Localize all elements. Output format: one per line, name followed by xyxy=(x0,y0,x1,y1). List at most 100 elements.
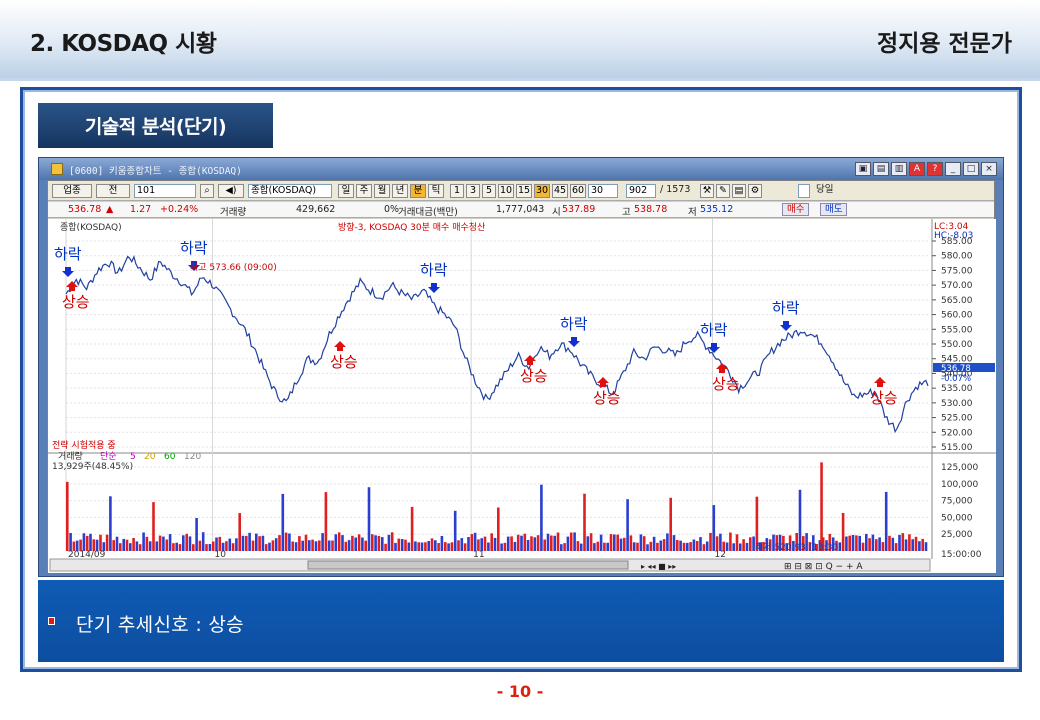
volume-bar xyxy=(434,540,437,551)
time-tick-label: 15:00:00 xyxy=(941,550,982,560)
change-value: 1.27 xyxy=(130,204,152,215)
period-year[interactable]: 년 xyxy=(392,184,408,198)
chart-panel: 업종 전 101 ⌕ ◀) 종합(KOSDAQ) 일 주 월 년 분 틱 1 3… xyxy=(47,180,996,573)
volume-bar xyxy=(264,544,268,551)
series-label: 종합(KOSDAQ) xyxy=(60,222,122,233)
period-tick[interactable]: 틱 xyxy=(428,184,444,198)
print-icon[interactable]: ▥ xyxy=(891,162,907,176)
period-month[interactable]: 월 xyxy=(374,184,390,198)
volume-bar xyxy=(828,533,832,551)
annotation-label-up: 상승 xyxy=(593,389,621,407)
volume-bar xyxy=(719,533,722,551)
slide-header: 2. KOSDAQ 시황 정지용 전문가 xyxy=(0,0,1040,81)
interval-30[interactable]: 30 xyxy=(534,184,550,198)
annotation-label-down: 하락 xyxy=(560,315,588,333)
interval-10[interactable]: 10 xyxy=(498,184,514,198)
up-arrow-icon: ▲ xyxy=(106,204,114,215)
price-line xyxy=(65,255,929,434)
interval-select[interactable]: 30 xyxy=(588,184,618,198)
price-chart[interactable]: 585.00 580.00 575.00 570.00 565.00 560.00 555.… xyxy=(48,219,996,573)
volume-bar xyxy=(430,538,434,551)
volume-bar xyxy=(215,537,218,551)
volume-bar xyxy=(162,536,165,551)
indicator-label: 방향-3, KOSDAQ 30분 매수 매수청산 xyxy=(338,221,485,233)
interval-45[interactable]: 45 xyxy=(552,184,568,198)
volume-bar xyxy=(182,535,185,551)
volume-bar xyxy=(79,539,82,551)
volume-bar xyxy=(709,532,712,551)
time-tick-label: 10 xyxy=(215,550,227,560)
annotation-label-up: 상승 xyxy=(712,375,740,393)
price-tick-label: 530.00 xyxy=(941,399,973,409)
speaker-icon[interactable]: ◀) xyxy=(218,184,244,198)
help-icon[interactable]: ? xyxy=(927,162,943,176)
buy-button[interactable]: 매수 xyxy=(782,203,810,216)
search-icon[interactable]: ⌕ xyxy=(200,184,214,198)
sell-button[interactable]: 매도 xyxy=(820,203,848,216)
volume-bar xyxy=(662,539,666,551)
volume-bar xyxy=(550,535,553,551)
volume-bar xyxy=(768,539,772,551)
pen-icon[interactable]: ✎ xyxy=(716,184,730,198)
volume-bar xyxy=(825,540,828,551)
annotation-label-down: 하락 xyxy=(420,261,448,279)
interval-60[interactable]: 60 xyxy=(570,184,586,198)
scrollbar-thumb[interactable] xyxy=(307,560,629,570)
volume-bar xyxy=(619,538,623,551)
interval-15[interactable]: 15 xyxy=(516,184,532,198)
volume-bar xyxy=(838,542,842,551)
up-arrow-icon xyxy=(874,377,886,387)
high-label: 고 xyxy=(622,207,631,218)
sector-button[interactable]: 업종 xyxy=(52,184,92,198)
interval-1[interactable]: 1 xyxy=(450,184,464,198)
volume-tick-label: 125,000 xyxy=(941,463,978,473)
volume-bar xyxy=(765,538,769,551)
maximize-button[interactable]: □ xyxy=(963,162,979,176)
volume-bar xyxy=(397,538,401,551)
period-week[interactable]: 주 xyxy=(356,184,372,198)
volume-bar xyxy=(689,542,692,551)
volume-bar xyxy=(334,534,338,551)
scroll-controls-icon[interactable]: ▸ ◂◂ ■ ▸▸ xyxy=(641,562,676,571)
volume-bar xyxy=(692,539,696,551)
close-button[interactable]: × xyxy=(981,162,997,176)
volume-bar xyxy=(424,542,427,551)
signal-text: 단기 추세신호 : 상승 xyxy=(76,614,244,636)
change-pct: +0.24% xyxy=(160,204,199,215)
count-input[interactable]: 902 xyxy=(626,184,656,198)
volume-bar xyxy=(168,534,172,551)
price-axis: 585.00 580.00 575.00 570.00 565.00 560.00 555.… xyxy=(932,237,973,453)
volume-bar xyxy=(470,534,474,551)
today-checkbox[interactable] xyxy=(798,184,810,198)
volume-label: 거래량 xyxy=(220,207,247,218)
volume-bar xyxy=(739,543,742,551)
layout-icon[interactable]: ▣ xyxy=(855,162,871,176)
volume-bar xyxy=(758,542,762,551)
prev-button[interactable]: 전 xyxy=(96,184,130,198)
zoom-controls-icon[interactable]: ⊞ ⊟ ⊠ ⊡ Q − + A xyxy=(784,562,863,572)
volume-bar xyxy=(695,541,699,551)
slide-title: 2. KOSDAQ 시황 xyxy=(30,31,217,57)
volume-bar xyxy=(417,542,420,551)
volume-bar xyxy=(105,534,109,551)
interval-5[interactable]: 5 xyxy=(482,184,496,198)
period-day[interactable]: 일 xyxy=(338,184,354,198)
code-input[interactable]: 101 xyxy=(134,184,196,198)
volume-bar xyxy=(672,535,676,551)
minimize-button[interactable]: _ xyxy=(945,162,961,176)
interval-3[interactable]: 3 xyxy=(466,184,480,198)
volume-bar xyxy=(845,536,848,551)
volume-bar xyxy=(533,537,537,551)
save-icon[interactable]: ▤ xyxy=(732,184,746,198)
grid-icon[interactable]: ▤ xyxy=(873,162,889,176)
volume-bar xyxy=(606,542,609,551)
section-title: 기술적 분석(단기) xyxy=(38,103,273,148)
settings-icon[interactable]: ⚙ xyxy=(748,184,762,198)
font-icon[interactable]: A xyxy=(909,162,925,176)
volume-bar xyxy=(858,535,861,551)
volume-bar xyxy=(473,532,477,551)
period-minute[interactable]: 분 xyxy=(410,184,426,198)
time-tick-label: 11 xyxy=(473,550,484,560)
tool-icon[interactable]: ⚒ xyxy=(700,184,714,198)
annotation-label-up: 상승 xyxy=(330,353,358,371)
